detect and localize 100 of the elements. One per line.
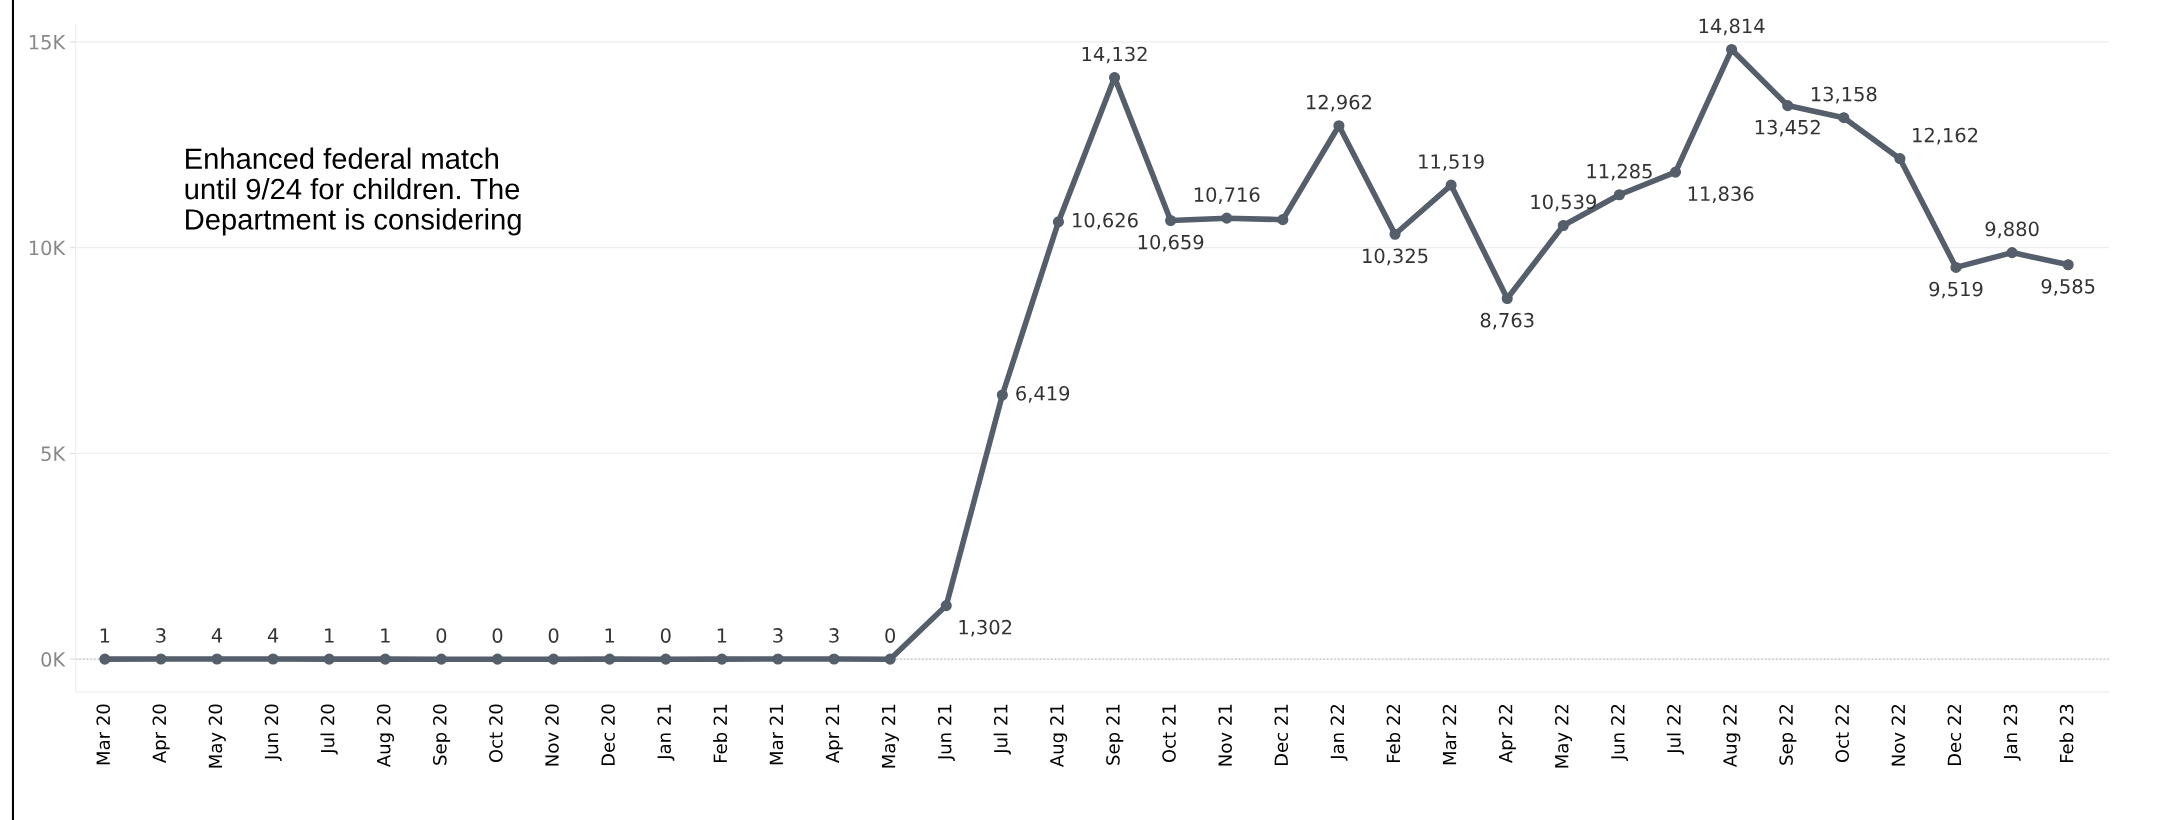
x-tick-label: Apr 21 bbox=[825, 704, 843, 763]
point bbox=[604, 653, 616, 665]
point bbox=[435, 653, 447, 665]
data-label: 11,836 bbox=[1688, 186, 1754, 204]
point bbox=[1669, 166, 1682, 178]
x-tick-label: Apr 20 bbox=[152, 704, 170, 763]
data-label: 0 bbox=[885, 628, 896, 643]
data-label: 4 bbox=[267, 628, 279, 643]
data-label: 10,539 bbox=[1531, 194, 1596, 212]
point bbox=[1165, 214, 1177, 227]
x-tick-label: Dec 21 bbox=[1274, 704, 1289, 766]
point bbox=[940, 600, 952, 612]
point bbox=[1333, 120, 1345, 132]
data-label: 4 bbox=[211, 628, 223, 643]
x-tick-label: Sep 22 bbox=[1779, 705, 1797, 765]
x-tick-label: Nov 22 bbox=[1891, 705, 1906, 766]
data-label: 3 bbox=[773, 628, 783, 643]
point bbox=[155, 653, 167, 665]
x-tick-label: May 22 bbox=[1554, 705, 1573, 768]
data-label: 1,302 bbox=[959, 619, 1012, 637]
data-label: 10,626 bbox=[1073, 212, 1138, 230]
x-tick-label: Jun 21 bbox=[937, 704, 955, 762]
point bbox=[323, 653, 335, 665]
data-label: 1 bbox=[605, 628, 615, 643]
data-label: 1 bbox=[325, 628, 334, 643]
data-label: 10,325 bbox=[1363, 248, 1428, 266]
x-tick-label: Feb 23 bbox=[2059, 704, 2074, 763]
x-tick-label: Aug 21 bbox=[1050, 704, 1068, 768]
point bbox=[1782, 100, 1794, 112]
point bbox=[1221, 212, 1233, 224]
data-label: 9,585 bbox=[2041, 278, 2095, 296]
x-tick-label: Dec 20 bbox=[601, 704, 615, 766]
data-label: 0 bbox=[436, 628, 447, 643]
x-tick-label: Jan 21 bbox=[657, 704, 675, 761]
data-label: 0 bbox=[492, 628, 503, 643]
x-tick-label: Feb 21 bbox=[713, 704, 728, 763]
point bbox=[772, 653, 784, 665]
point bbox=[1501, 292, 1513, 305]
data-label: 13,158 bbox=[1811, 86, 1877, 104]
x-tick-label: Aug 20 bbox=[376, 704, 395, 768]
point bbox=[1894, 153, 1906, 165]
data-label: 11,519 bbox=[1419, 154, 1484, 171]
point bbox=[2062, 259, 2074, 271]
data-label: 12,162 bbox=[1913, 127, 1978, 145]
x-tick-label: Jul 22 bbox=[1666, 705, 1685, 755]
x-tick-label: Mar 21 bbox=[769, 704, 784, 765]
x-tick-label: Jul 20 bbox=[320, 704, 338, 755]
data-label: 13,452 bbox=[1755, 119, 1820, 137]
point bbox=[1277, 214, 1289, 226]
x-tick-label: Aug 22 bbox=[1723, 705, 1741, 768]
point bbox=[2006, 247, 2018, 259]
data-label: 14,814 bbox=[1699, 18, 1765, 36]
x-tick-label: Feb 22 bbox=[1386, 705, 1401, 763]
data-label: 12,962 bbox=[1307, 94, 1371, 112]
y-tick-label: 0K bbox=[41, 652, 66, 667]
data-label: 14,132 bbox=[1082, 46, 1147, 64]
point bbox=[1557, 219, 1569, 232]
point bbox=[1052, 216, 1065, 228]
data-label: 1 bbox=[100, 628, 110, 643]
x-tick-label: Mar 22 bbox=[1442, 705, 1457, 765]
point bbox=[884, 653, 896, 665]
x-tick-label: Oct 21 bbox=[1162, 704, 1176, 763]
data-label: 8,763 bbox=[1480, 312, 1534, 330]
data-label: 0 bbox=[660, 628, 671, 643]
x-tick-label: Nov 20 bbox=[545, 704, 559, 766]
point bbox=[1613, 189, 1625, 201]
y-tick-label: 5K bbox=[41, 446, 66, 462]
data-label: 3 bbox=[829, 628, 839, 643]
data-label: 9,880 bbox=[1985, 221, 2039, 239]
data-label: 6,419 bbox=[1016, 385, 1070, 403]
data-label: 1 bbox=[381, 628, 390, 643]
annotation: Enhanced federal match until 9/24 for children. The Department is considering bbox=[185, 147, 521, 236]
data-label: 10,716 bbox=[1194, 187, 1260, 204]
y-tick-label: 10K bbox=[29, 240, 66, 256]
x-tick-label: Jan 22 bbox=[1330, 705, 1348, 761]
x-tick-label: Jan 23 bbox=[2003, 704, 2021, 761]
point bbox=[491, 653, 504, 665]
point bbox=[211, 653, 223, 665]
y-tick-label: 15K bbox=[29, 35, 66, 50]
x-tick-label: Nov 21 bbox=[1218, 704, 1232, 766]
point bbox=[1445, 179, 1457, 191]
x-tick-label: Sep 20 bbox=[432, 704, 451, 765]
point bbox=[548, 653, 560, 665]
point bbox=[267, 653, 279, 665]
x-tick-label: Dec 22 bbox=[1947, 705, 1962, 766]
point bbox=[1838, 112, 1850, 124]
x-tick-label: Jun 22 bbox=[1610, 705, 1629, 762]
point bbox=[660, 653, 672, 665]
point bbox=[379, 653, 391, 665]
data-label: 0 bbox=[548, 628, 559, 643]
data-label: 11,285 bbox=[1587, 163, 1652, 181]
point bbox=[716, 653, 728, 665]
x-tick-label: Mar 20 bbox=[96, 704, 111, 765]
point bbox=[996, 389, 1008, 401]
data-label: 1 bbox=[717, 628, 727, 643]
x-tick-label: Oct 22 bbox=[1835, 705, 1850, 763]
point bbox=[1389, 228, 1401, 240]
x-tick-label: Apr 22 bbox=[1498, 705, 1516, 763]
x-tick-label: May 20 bbox=[208, 704, 226, 768]
data-label: 9,519 bbox=[1929, 281, 1983, 299]
